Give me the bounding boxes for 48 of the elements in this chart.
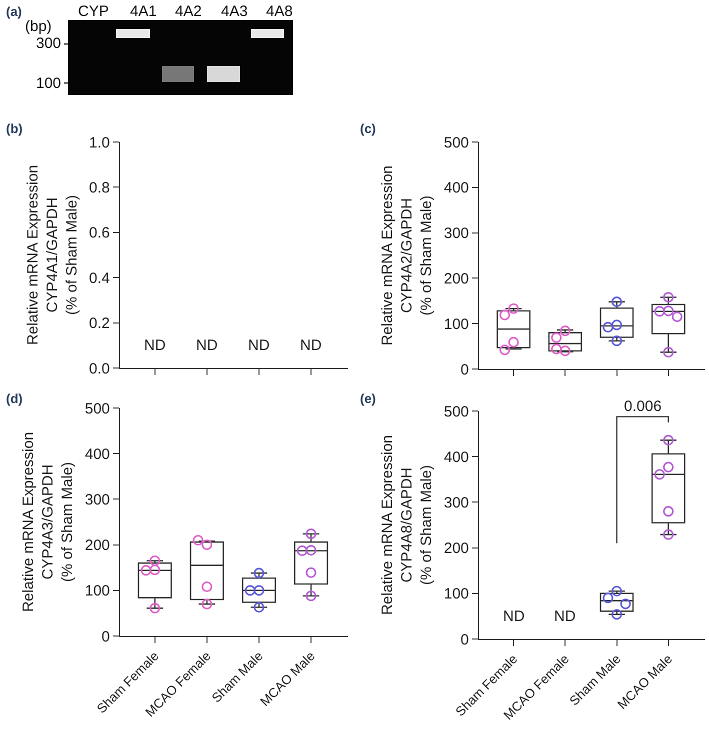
annotation: ND <box>144 337 166 354</box>
text: 4A3 <box>221 3 248 20</box>
text: (d) <box>6 391 23 406</box>
y-tick-label: 400 <box>444 180 469 197</box>
text: (e) <box>360 391 376 406</box>
y-axis-title: Relative mRNA Expression CYP4A1/GAPDH (% of Sham Male) <box>24 164 80 346</box>
y-tick-label: 0.2 <box>89 315 110 332</box>
annotation: ND <box>248 337 270 354</box>
text: 100 <box>36 75 62 92</box>
text: (b) <box>6 121 23 136</box>
text: 4A8 <box>266 3 293 20</box>
text: CYP <box>78 3 109 20</box>
text: 4A2 <box>175 3 202 20</box>
annotation: ND <box>503 608 525 625</box>
y-tick-label: 500 <box>84 400 110 418</box>
y-tick-label: 0 <box>460 631 469 648</box>
y-tick-label: 200 <box>444 540 469 558</box>
y-tick-label: 400 <box>444 448 469 466</box>
text: 300 <box>36 35 62 52</box>
y-tick-label: 0.0 <box>89 360 110 378</box>
y-tick-label: 300 <box>84 491 110 508</box>
y-axis-title: Relative mRNA Expression CYP4A2/GAPDH (% of Sham Male) <box>379 165 436 346</box>
y-tick-label: 500 <box>444 134 469 152</box>
annotation: ND <box>196 337 218 354</box>
y-tick-label: 0 <box>102 628 110 646</box>
text: (bp) <box>25 18 52 35</box>
y-tick-label: 300 <box>444 494 469 512</box>
y-tick-label: 200 <box>84 537 110 554</box>
text: (a) <box>6 4 22 19</box>
y-tick-label: 100 <box>444 586 469 603</box>
y-tick-label: 0 <box>460 361 469 378</box>
annotation: ND <box>554 608 576 625</box>
y-tick-label: 200 <box>444 270 469 288</box>
y-tick-label: 500 <box>444 403 469 420</box>
y-tick-label: 300 <box>444 225 469 242</box>
y-tick-label: 0.8 <box>89 179 110 196</box>
text: 4A1 <box>130 3 157 20</box>
y-tick-label: 100 <box>84 582 110 600</box>
y-axis-title: Relative mRNA Expression CYP4A8/GAPDH (% of Sham Male) <box>379 434 436 616</box>
y-tick-label: 1.0 <box>89 134 110 152</box>
y-tick-label: 100 <box>444 316 469 333</box>
y-tick-label: 0.6 <box>89 224 110 242</box>
annotation: 0.006 <box>624 398 662 415</box>
annotation: ND <box>300 337 322 354</box>
y-tick-label: 400 <box>84 446 110 463</box>
y-axis-title: Relative mRNA Expression CYP4A3/GAPDH (% of Sham Male) <box>20 432 76 612</box>
text: (c) <box>360 121 376 136</box>
y-tick-label: 0.4 <box>89 270 110 287</box>
